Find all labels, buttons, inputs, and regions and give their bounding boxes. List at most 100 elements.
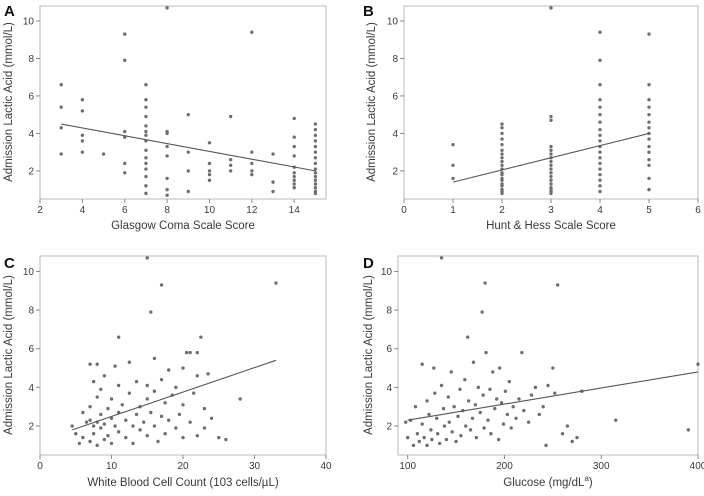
panel-d-data-point: [415, 432, 420, 436]
panel-d-x-tick-label: 100: [399, 461, 416, 472]
panel-c-data-point: [113, 364, 117, 368]
panel-a-y-tick-label: 4: [28, 129, 34, 140]
panel-d-data-point: [501, 422, 506, 426]
panel-b-data-point: [598, 30, 602, 34]
panel-d: D 100 200 300 400 2 4 6 8 10 Glucose (mg/dLa) Ad…: [363, 255, 704, 489]
panel-d-data-point: [546, 383, 550, 388]
panel-c-data-point: [206, 372, 210, 376]
panel-b-data-point: [598, 189, 602, 194]
panel-a-data-point: [313, 191, 318, 196]
panel-b-data-point: [549, 114, 553, 119]
panel-d-data-point: [555, 283, 560, 287]
panel-c-y-tick-label: 8: [28, 306, 34, 317]
panel-b-data-point: [500, 137, 504, 141]
panel-a-data-point: [144, 133, 148, 137]
panel-c-data-point: [149, 310, 153, 314]
panel-c-data-point: [167, 368, 171, 372]
panel-b-data-point: [500, 148, 504, 152]
panel-b-data-point: [598, 58, 602, 63]
panel-a-data-point: [165, 131, 169, 136]
panel-c-data-point: [91, 432, 96, 436]
panel-b-data-point: [647, 176, 651, 181]
panel-b-data-point: [500, 156, 504, 160]
panel-c-data-point: [145, 397, 149, 401]
panel-b-data-point: [549, 6, 553, 10]
panel-d-data-point: [537, 412, 541, 417]
panel-c-data-point: [174, 426, 178, 430]
panel-a-data-point: [186, 189, 190, 194]
panel-d-data-point: [484, 350, 488, 355]
panel-c-data-point: [195, 433, 199, 438]
panel-c-data-point: [141, 420, 146, 424]
panel-b-data-point: [598, 97, 602, 102]
panel-b-x-tick-label: 4: [597, 205, 603, 216]
panel-d-data-point: [509, 426, 513, 430]
panel-b-x-tick-label: 3: [548, 205, 554, 216]
panel-d-data-point: [520, 350, 524, 355]
panel-c-letter: C: [4, 255, 15, 272]
panel-b-y-tick-label: 10: [387, 16, 399, 27]
panel-d-data-point: [533, 385, 538, 390]
panel-b-x-tick-label: 6: [695, 205, 701, 216]
panel-c-data-point: [217, 435, 221, 440]
panel-c-x-tick-label: 40: [320, 461, 332, 472]
panel-b-data-point: [549, 178, 553, 182]
panel-b-x-tick-label: 5: [646, 205, 652, 216]
panel-d-data-point: [441, 406, 446, 411]
panel-c-data-point: [138, 428, 142, 432]
panel-b-data-point: [598, 139, 602, 143]
panel-b-data-point: [500, 122, 504, 126]
panel-b-x-tick-label: 1: [450, 205, 456, 216]
panel-a-data-point: [144, 129, 148, 134]
panel-a-data-point: [165, 144, 169, 149]
panel-a-data-point: [144, 156, 148, 160]
panel-c-data-point: [202, 426, 207, 430]
panel-c-data-point: [209, 416, 214, 420]
panel-a-data-point: [228, 163, 233, 167]
panel-d-x-axis-label-main: Glucose (mg/dL: [503, 477, 585, 489]
panel-d-data-point: [437, 441, 442, 446]
panel-a-data-point: [271, 189, 275, 194]
panel-b-data-point: [500, 184, 504, 188]
panel-c-y-tick-label: 2: [28, 422, 34, 433]
panel-d-data-point: [439, 383, 444, 388]
panel-c-y-axis-label: Admission Lactic Acid (mmol/L): [3, 275, 15, 435]
panel-a-data-point: [292, 154, 296, 158]
panel-d-data-point: [482, 426, 486, 430]
panel-a-data-point: [207, 161, 212, 166]
panel-d-data-point: [511, 404, 515, 409]
panel-a-data-point: [165, 6, 169, 10]
panel-c-data-point: [95, 395, 99, 399]
panel-d-y-tick-label: 4: [386, 383, 392, 394]
panel-a-x-tick-label: 6: [122, 205, 128, 216]
panel-c-data-point: [109, 397, 114, 401]
panel-c-data-point: [102, 422, 107, 426]
panel-d-data-point: [439, 256, 444, 260]
panel-a-data-point: [144, 161, 148, 166]
panel-b-data-point: [549, 163, 553, 167]
panel-d-x-axis-label-superscript: a: [584, 474, 589, 483]
panel-d-data-point: [471, 360, 476, 364]
panel-a-data-point: [250, 30, 254, 34]
panel-a-data-point: [313, 144, 318, 149]
panel-d-y-axis-label: Admission Lactic Acid (mmol/L): [363, 275, 375, 435]
panel-a-data-point: [144, 97, 148, 102]
panel-b-data-point: [598, 167, 602, 171]
panel-a-data-point: [186, 112, 190, 117]
panel-c-data-point: [95, 443, 99, 448]
panel-c-data-point: [106, 433, 110, 438]
panel-d-data-point: [553, 391, 557, 395]
panel-d-x-axis-label: Glucose (mg/dLa): [503, 474, 593, 489]
panel-a-data-point: [250, 169, 254, 173]
panel-a-data-point: [313, 156, 318, 160]
panel-d-data-point: [435, 416, 439, 420]
panel-a-data-point: [292, 174, 296, 179]
panel-d-data-point: [480, 310, 484, 314]
panel-d-data-point: [478, 410, 482, 415]
panel-c-data-point: [131, 424, 135, 428]
panel-d-data-point: [544, 443, 548, 448]
panel-c-data-point: [181, 403, 185, 407]
panel-a-data-point: [313, 171, 318, 175]
panel-c-x-tick-label: 30: [249, 461, 261, 472]
